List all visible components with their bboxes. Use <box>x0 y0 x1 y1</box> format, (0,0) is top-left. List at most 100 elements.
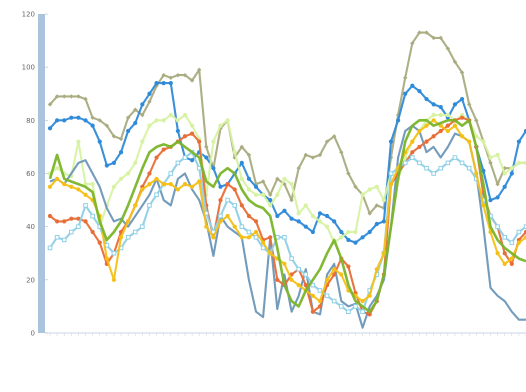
data-point <box>161 72 166 78</box>
data-point <box>175 72 181 78</box>
data-point <box>253 229 259 235</box>
data-point <box>488 155 493 160</box>
data-point <box>246 152 252 158</box>
data-point <box>388 139 394 144</box>
data-point <box>268 251 273 256</box>
data-point <box>62 94 67 99</box>
data-point <box>488 160 493 166</box>
data-point <box>140 102 145 107</box>
data-point <box>474 134 479 139</box>
data-point <box>275 176 280 182</box>
data-point <box>69 229 74 235</box>
y-tick-label: 100 <box>22 64 35 72</box>
data-point <box>246 235 252 240</box>
data-point <box>47 213 53 219</box>
data-point <box>367 211 372 216</box>
data-point <box>523 235 526 240</box>
data-point <box>54 94 60 99</box>
data-point <box>126 171 131 176</box>
data-point <box>374 267 379 272</box>
data-point <box>54 235 60 240</box>
data-point <box>197 139 202 144</box>
data-point <box>282 176 287 181</box>
data-point <box>289 197 294 203</box>
data-point <box>147 91 152 96</box>
data-point <box>502 251 507 256</box>
data-point <box>232 187 237 192</box>
data-point <box>339 235 344 240</box>
axis-layer: 0 20 40 60 80 100 120 <box>22 11 526 338</box>
data-point <box>303 283 308 288</box>
data-point <box>317 288 323 293</box>
data-point <box>403 75 408 80</box>
data-point <box>410 41 415 46</box>
data-point <box>346 229 351 235</box>
data-point <box>523 160 526 165</box>
data-point <box>431 102 436 107</box>
data-point <box>90 182 95 187</box>
data-point <box>339 229 344 235</box>
data-point <box>417 160 422 166</box>
data-point <box>353 240 358 245</box>
data-point <box>147 99 152 104</box>
data-point <box>388 171 394 176</box>
data-point <box>495 181 500 187</box>
data-point <box>516 139 521 144</box>
data-point <box>76 216 81 221</box>
data-point <box>47 102 53 107</box>
data-point <box>516 160 521 165</box>
data-point <box>239 224 245 229</box>
data-point <box>410 155 415 160</box>
series-8 <box>48 119 526 314</box>
data-point <box>133 203 138 208</box>
data-point <box>459 70 465 75</box>
y-tick-label: 40 <box>26 223 35 231</box>
data-point <box>261 240 266 245</box>
data-point <box>275 213 280 219</box>
data-point <box>396 118 401 123</box>
data-point <box>424 165 429 171</box>
data-point <box>189 123 195 128</box>
data-point <box>239 203 244 208</box>
data-point <box>161 147 166 152</box>
data-point <box>424 30 429 35</box>
data-point <box>452 102 458 107</box>
data-point <box>239 144 245 150</box>
data-point <box>133 107 138 112</box>
data-point <box>225 118 230 123</box>
data-point <box>324 293 330 299</box>
data-point <box>332 267 337 272</box>
data-point <box>111 250 117 256</box>
data-point <box>268 192 273 197</box>
data-point <box>495 152 500 157</box>
data-point <box>83 219 88 224</box>
data-point <box>147 171 152 176</box>
y-axis-band <box>38 14 45 333</box>
data-point <box>474 171 479 176</box>
data-point <box>83 192 88 197</box>
data-point <box>282 261 287 266</box>
data-point <box>289 277 294 282</box>
data-point <box>296 165 301 171</box>
data-point <box>523 229 526 235</box>
data-point <box>204 155 209 160</box>
data-point <box>55 219 60 224</box>
data-point <box>410 150 415 155</box>
data-point <box>289 256 294 261</box>
data-point <box>289 182 294 187</box>
data-point <box>161 182 166 187</box>
data-point <box>111 184 117 189</box>
data-point <box>431 171 436 176</box>
data-point <box>189 78 195 83</box>
data-point <box>424 123 429 128</box>
data-point <box>76 115 81 120</box>
data-point <box>126 128 131 134</box>
data-point <box>204 224 209 229</box>
data-point <box>197 179 202 184</box>
data-point <box>303 224 308 229</box>
data-point <box>410 139 415 144</box>
y-tick-label: 80 <box>26 117 35 125</box>
data-point <box>268 197 273 203</box>
data-point <box>47 184 53 189</box>
series-layer <box>47 30 526 329</box>
